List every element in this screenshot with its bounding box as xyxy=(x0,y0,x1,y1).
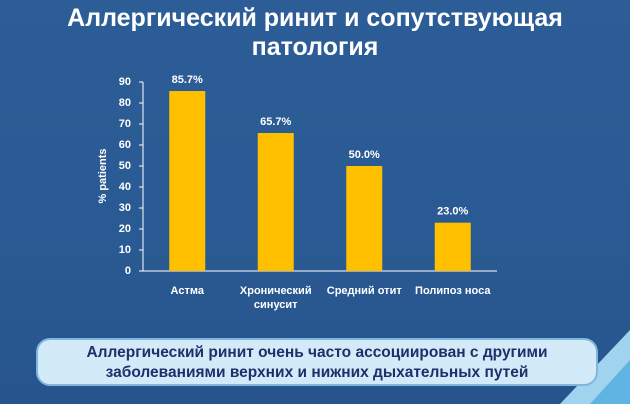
y-tick-label: 10 xyxy=(119,244,131,256)
corner-decoration xyxy=(590,360,630,404)
y-tick-label: 60 xyxy=(119,139,131,151)
value-label: 65.7% xyxy=(260,116,291,128)
y-tick-label: 40 xyxy=(119,181,131,193)
y-tick-label: 20 xyxy=(119,223,131,235)
x-tick-label: Астма xyxy=(171,285,205,297)
y-tick-label: 70 xyxy=(119,118,131,130)
bar xyxy=(169,91,206,271)
y-tick-label: 50 xyxy=(119,160,131,172)
x-tick-label: синусит xyxy=(254,299,298,311)
note-box: Аллергический ринит очень часто ассоциир… xyxy=(36,338,598,386)
x-tick-label: Полипоз носа xyxy=(415,285,491,297)
value-label: 50.0% xyxy=(349,149,380,161)
slide-title: Аллергический ринит и сопутствующая пато… xyxy=(67,4,563,61)
y-axis-label: % patients xyxy=(97,148,109,203)
x-tick-label: Средний отит xyxy=(327,285,403,297)
y-tick-label: 30 xyxy=(119,202,131,214)
value-label: 23.0% xyxy=(437,206,468,218)
bar xyxy=(257,133,294,271)
bar xyxy=(346,166,383,271)
x-tick-label: Хронический xyxy=(240,285,312,297)
bar xyxy=(434,222,471,271)
value-label: 85.7% xyxy=(172,74,203,86)
y-tick-label: 80 xyxy=(119,97,131,109)
y-tick-label: 90 xyxy=(119,76,131,88)
y-tick-label: 0 xyxy=(125,265,131,277)
